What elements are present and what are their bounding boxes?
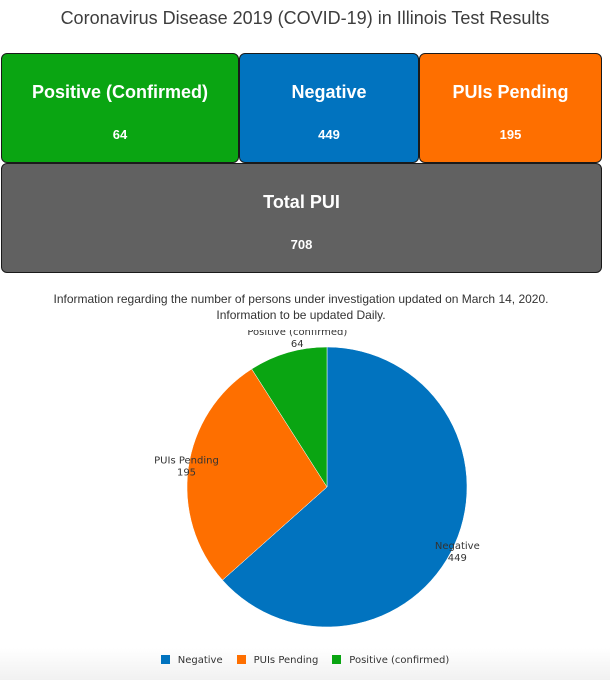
legend-label: PUIs Pending: [253, 655, 319, 666]
negative-card: Negative 449: [239, 53, 419, 163]
pending-card-value: 195: [499, 127, 522, 142]
legend-item[interactable]: Positive (confirmed): [332, 655, 449, 666]
positive-card-value: 64: [112, 127, 128, 142]
legend-label: Positive (confirmed): [349, 655, 450, 666]
pie-slice-positive-confirmed[interactable]: [251, 346, 328, 488]
chart-legend: Negative PUIs Pending Positive (confirmed): [0, 655, 610, 666]
pie-slice-labels: Negative 449 PUIs Pending 195 Positive (conf…: [154, 330, 480, 564]
legend-swatch: [236, 655, 246, 664]
page-title: Coronavirus Disease 2019 (COVID-19) in I…: [60, 8, 550, 28]
update-info-line2: Information to be updated Daily.: [216, 308, 386, 322]
pie-label-negative: Negative 449: [435, 541, 480, 564]
negative-card-label: Negative: [291, 82, 367, 102]
update-info: Information regarding the number of pers…: [0, 291, 602, 323]
positive-card: Positive (Confirmed) 64: [1, 53, 239, 163]
total-pui-card-value: 708: [290, 237, 313, 252]
legend-background: [0, 648, 610, 680]
pie-chart: Negative 449 PUIs Pending 195 Positive (conf…: [154, 330, 480, 628]
pie-label-positive-confirmed: Positive (confirmed) 64: [247, 330, 347, 350]
total-pui-card: Total PUI 708: [1, 163, 602, 273]
negative-card-value: 449: [318, 127, 340, 142]
pending-card-label: PUIs Pending: [452, 82, 569, 102]
update-info-line1: Information regarding the number of pers…: [53, 292, 549, 306]
pie-slices: [186, 346, 468, 628]
pending-card: PUIs Pending 195: [419, 53, 602, 163]
legend-swatch: [332, 655, 342, 664]
pie-slice-negative[interactable]: [222, 346, 468, 628]
legend-item[interactable]: PUIs Pending: [236, 655, 319, 666]
legend-label: Negative: [177, 655, 223, 666]
pie-slice-puis-pending[interactable]: [186, 368, 328, 581]
total-pui-card-label: Total PUI: [263, 192, 340, 212]
legend-item[interactable]: Negative: [160, 655, 223, 666]
pie-label-puis-pending: PUIs Pending 195: [154, 456, 219, 479]
positive-card-label: Positive (Confirmed): [31, 82, 209, 102]
legend-swatch: [160, 655, 170, 664]
